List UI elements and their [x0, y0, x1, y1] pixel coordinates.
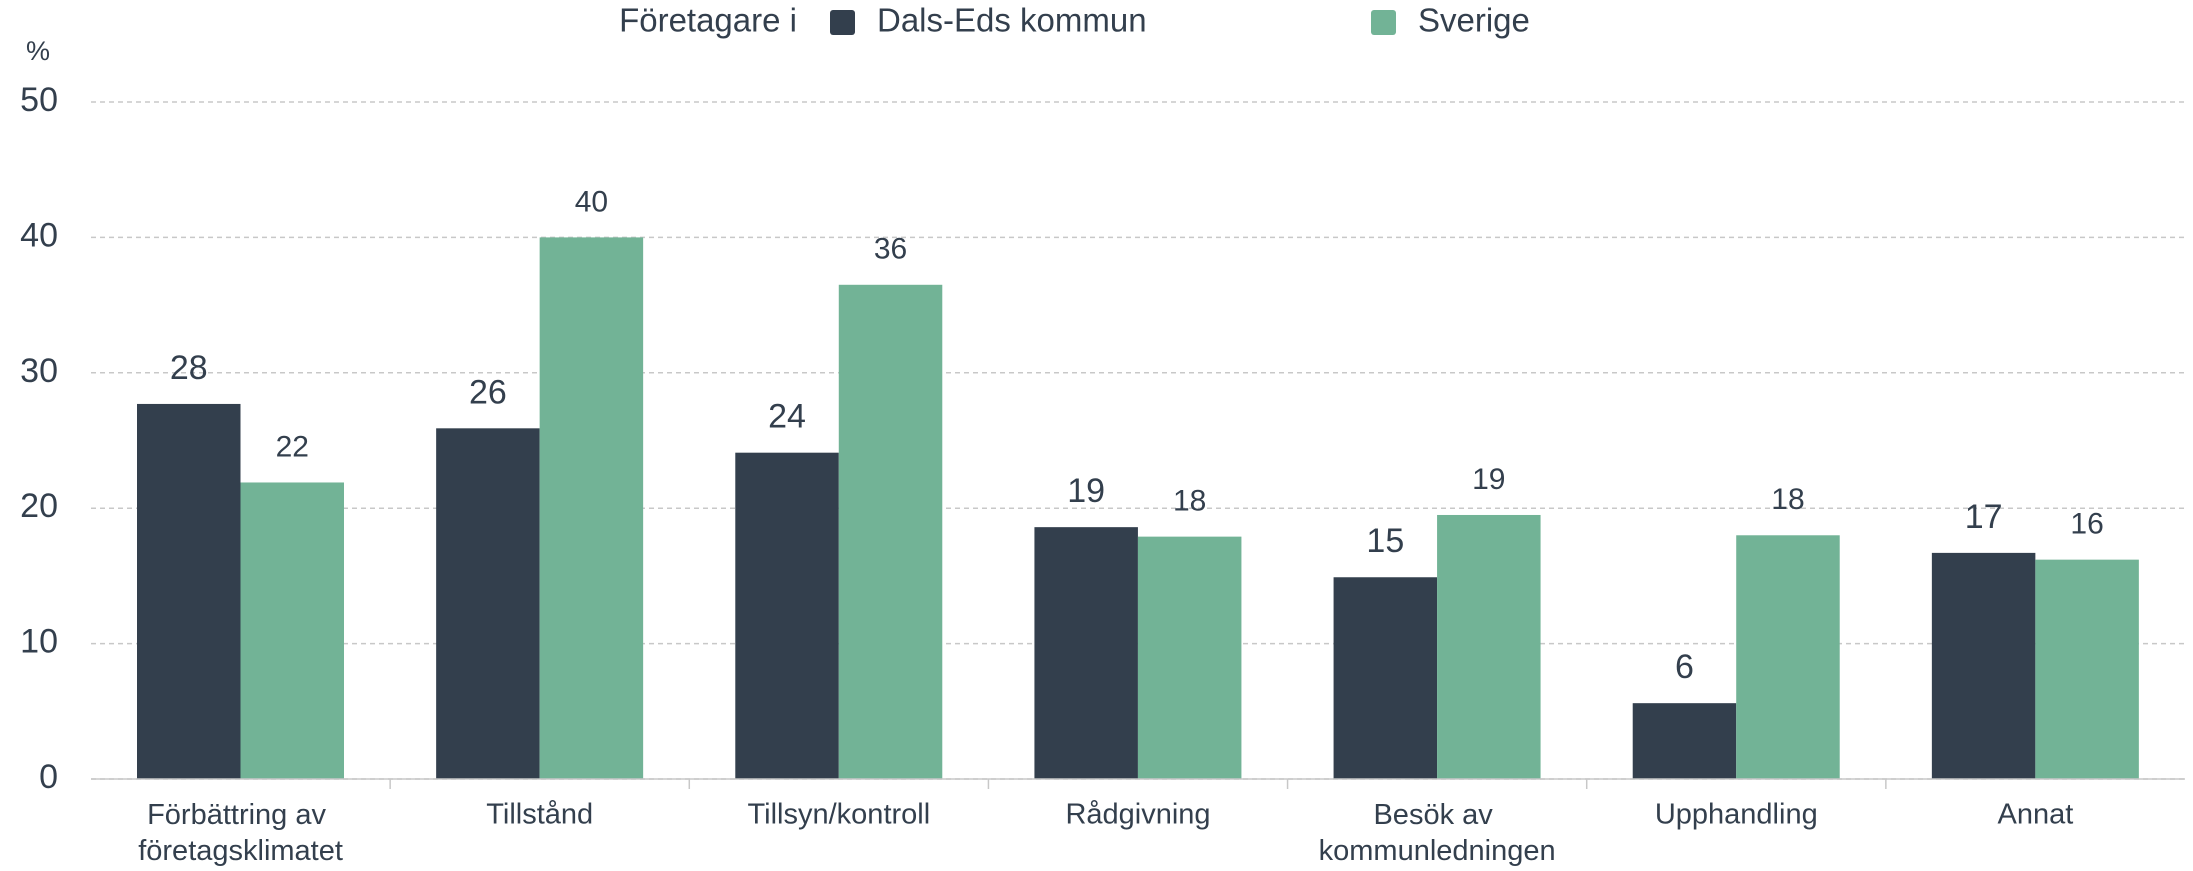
bar — [137, 403, 241, 779]
bar — [240, 482, 344, 779]
value-label: 22 — [276, 430, 309, 463]
value-label: 17 — [1965, 498, 2003, 536]
bar — [436, 428, 540, 779]
value-label: 24 — [768, 398, 806, 436]
y-tick-label: 30 — [20, 352, 58, 390]
value-label: 6 — [1675, 648, 1694, 686]
y-tick-label: 0 — [39, 758, 58, 796]
bar — [838, 284, 943, 779]
bar — [1333, 577, 1438, 779]
y-axis-label: % — [26, 36, 50, 66]
legend-label: Dals-Eds kommun — [877, 2, 1147, 39]
bar — [1437, 514, 1541, 779]
x-tick-label: Förbättring av företagsklimatet — [138, 799, 343, 867]
bar — [1034, 527, 1138, 779]
bar — [539, 237, 644, 779]
bar — [1137, 536, 1242, 779]
value-label: 36 — [874, 233, 907, 266]
y-tick-label: 20 — [20, 487, 58, 525]
legend-swatch — [1371, 10, 1396, 35]
x-tick-label: Tillsyn/kontroll — [748, 799, 931, 831]
y-tick-label: 10 — [20, 623, 58, 661]
value-label: 40 — [575, 185, 608, 218]
value-label: 15 — [1366, 522, 1404, 560]
legend-title: Företagare i — [619, 2, 797, 39]
value-label: 19 — [1472, 463, 1505, 496]
x-tick-label: Rådgivning — [1065, 799, 1210, 831]
value-label: 19 — [1067, 472, 1105, 510]
x-tick-label: Upphandling — [1655, 799, 1818, 831]
legend-swatch — [830, 10, 855, 35]
x-tick-label: Besök av kommunledningen — [1319, 799, 1556, 867]
x-tick-label: Tillstånd — [486, 799, 593, 831]
value-label: 26 — [469, 373, 507, 411]
value-label: 16 — [2070, 508, 2103, 541]
value-label: 18 — [1771, 483, 1804, 516]
bar — [735, 452, 839, 779]
y-tick-label: 40 — [20, 216, 58, 254]
value-label: 28 — [170, 349, 208, 387]
y-tick-label: 50 — [20, 81, 58, 119]
bar — [1931, 552, 2036, 779]
x-tick-label: Annat — [1998, 799, 2074, 831]
bar — [2035, 559, 2139, 779]
bar — [1632, 703, 1737, 779]
value-label: 18 — [1173, 485, 1206, 518]
bar — [1736, 535, 1840, 779]
legend-label: Sverige — [1418, 2, 1530, 39]
